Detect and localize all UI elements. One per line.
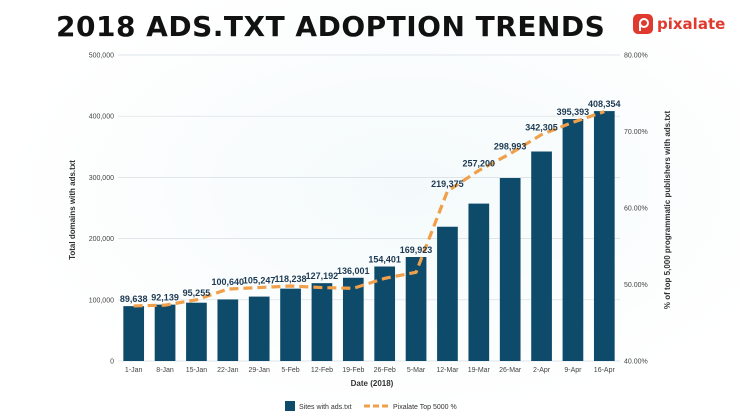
bar: [405, 257, 427, 361]
x-tick-label: 29-Jan: [248, 367, 270, 374]
x-axis-ticks: 1-Jan 8-Jan 15-Jan 22-Jan 29-Jan 5-Feb 12-Feb 1…: [125, 367, 616, 374]
data-label: 154,401: [368, 255, 401, 265]
data-label: 257,200: [463, 159, 496, 169]
logo-text: pixalate: [657, 15, 726, 33]
x-tick-label: 26-Mar: [499, 367, 522, 374]
data-label: 92,139: [151, 293, 179, 303]
x-tick-label: 9-Apr: [564, 367, 582, 374]
bar: [248, 296, 270, 361]
data-label: 395,393: [557, 107, 590, 117]
x-tick-label: 15-Jan: [186, 367, 208, 374]
bar: [280, 288, 301, 361]
y2-tick-label: 40.00%: [624, 359, 648, 366]
legend: Sites with ads.txt Pixalate Top 5000 %: [285, 401, 457, 411]
data-label: 298,993: [494, 142, 527, 152]
bar: [468, 203, 490, 361]
x-tick-label: 16-Apr: [594, 367, 616, 374]
x-tick-label: 1-Jan: [125, 367, 143, 374]
bar: [437, 226, 458, 361]
bar: [562, 119, 584, 361]
data-label: 100,640: [212, 277, 245, 287]
data-label: 127,192: [306, 271, 339, 281]
x-tick-label: 19-Feb: [342, 367, 364, 374]
legend-bar-swatch: [285, 401, 295, 411]
bar: [123, 306, 145, 361]
bar: [499, 178, 521, 361]
y-axis-ticks: 0 100,000 200,000 300,000 400,000 500,000: [89, 53, 114, 366]
x-axis-label: Date (2018): [351, 379, 394, 388]
bar: [154, 304, 176, 361]
bar: [531, 151, 552, 361]
data-label: 408,354: [588, 99, 621, 109]
line-path: [133, 110, 605, 308]
data-label: 136,001: [337, 266, 370, 276]
bar: [311, 283, 333, 361]
x-tick-label: 12-Mar: [436, 367, 459, 374]
y-tick-label: 300,000: [89, 175, 114, 182]
bar: [186, 302, 207, 361]
bar: [217, 299, 239, 361]
x-tick-label: 22-Jan: [217, 367, 239, 374]
x-tick-label: 5-Feb: [281, 367, 299, 374]
y-tick-label: 400,000: [89, 114, 114, 121]
y2-tick-label: 70.00%: [624, 129, 648, 136]
y2-axis-label: % of top 5,000 programmatic publishers w…: [663, 111, 672, 310]
x-tick-label: 8-Jan: [156, 367, 174, 374]
y-tick-label: 500,000: [89, 53, 114, 60]
y2-axis-ticks: 40.00% 50.00% 60.00% 70.00% 80.00%: [624, 53, 648, 366]
data-label: 169,923: [400, 245, 433, 255]
page-title: 2018 ADS.TXT ADOPTION TRENDS: [56, 10, 606, 43]
data-label: 105,247: [243, 276, 276, 286]
pixalate-logo: pixalate: [633, 12, 740, 36]
bar: [374, 266, 396, 361]
data-label: 219,375: [431, 179, 464, 189]
y-axis-label: Total domains with ads.txt: [68, 160, 77, 260]
y-tick-label: 0: [110, 359, 114, 366]
y2-tick-label: 80.00%: [624, 53, 648, 60]
bar: [593, 111, 615, 362]
x-tick-label: 5-Mar: [407, 367, 426, 374]
data-label: 342,305: [525, 123, 558, 133]
y2-tick-label: 60.00%: [624, 206, 648, 213]
bar: [342, 277, 364, 361]
x-tick-label: 19-Mar: [468, 367, 491, 374]
x-tick-label: 2-Apr: [533, 367, 551, 374]
legend-line-label: Pixalate Top 5000 %: [393, 404, 457, 411]
legend-bar-label: Sites with ads.txt: [299, 404, 352, 411]
x-tick-label: 12-Feb: [311, 367, 333, 374]
y2-tick-label: 50.00%: [624, 282, 648, 289]
line-series: [133, 110, 605, 308]
bar-series: [123, 111, 615, 362]
data-label: 118,238: [275, 274, 307, 284]
data-label: 89,638: [120, 294, 148, 304]
y-tick-label: 100,000: [89, 297, 114, 304]
data-label: 95,255: [183, 288, 211, 298]
y-tick-label: 200,000: [89, 236, 114, 243]
pixalate-logo-icon: [633, 14, 653, 34]
x-tick-label: 26-Feb: [374, 367, 396, 374]
